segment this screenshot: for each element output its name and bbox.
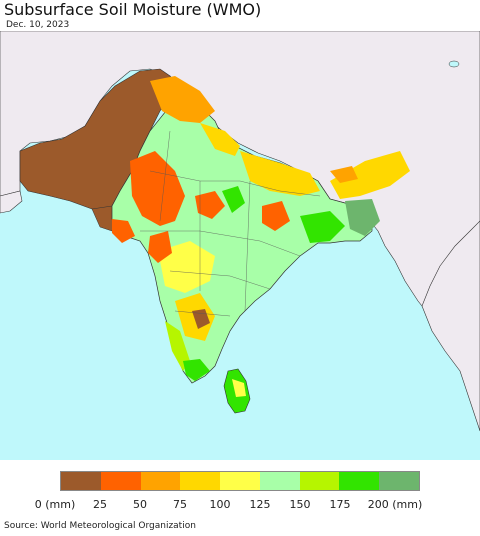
patch-green-central xyxy=(222,186,245,213)
legend-swatch-2 xyxy=(140,472,181,490)
patch-green-northeast xyxy=(300,211,345,243)
legend-label-6: 150 xyxy=(289,498,311,511)
legend-labels: 0 (mm) 25 50 75 100 125 150 175 200 (mm) xyxy=(0,498,480,512)
patch-green-southwest xyxy=(165,321,190,371)
patch-orange-central xyxy=(195,191,225,219)
legend-label-4: 100 xyxy=(209,498,231,511)
map-date: Dec. 10, 2023 xyxy=(6,20,70,30)
map-frame xyxy=(0,31,480,460)
legend-swatch-4 xyxy=(220,472,260,490)
legend-label-2: 50 xyxy=(133,498,147,511)
legend-swatch-8 xyxy=(379,472,420,490)
patch-yellow-gangetic xyxy=(240,151,320,196)
legend-label-0: 0 (mm) xyxy=(34,498,76,511)
legend-swatch-0 xyxy=(61,472,101,490)
lake xyxy=(448,60,460,68)
legend-label-3: 75 xyxy=(173,498,187,511)
patch-yellow-northeast xyxy=(330,151,410,199)
patch-green-tip xyxy=(183,359,210,381)
legend-bar xyxy=(60,471,420,491)
source-credit: Source: World Meteorological Organizatio… xyxy=(4,521,196,531)
patch-orange-east xyxy=(262,201,290,231)
legend-swatch-1 xyxy=(100,472,141,490)
patch-yellow-deccan xyxy=(158,241,215,293)
map-svg xyxy=(0,31,480,460)
patch-olive-bangladesh xyxy=(345,199,380,236)
legend-swatch-3 xyxy=(180,472,221,490)
patch-yellow-north xyxy=(200,123,240,156)
patch-orange-north xyxy=(150,76,215,123)
legend-label-8: 200 (mm) xyxy=(367,498,423,511)
patch-orange-west xyxy=(130,151,185,226)
legend-label-7: 175 xyxy=(329,498,351,511)
legend-swatch-5 xyxy=(259,472,300,490)
outside-land-west xyxy=(0,190,23,214)
internal-borders xyxy=(140,130,321,317)
legend-swatch-6 xyxy=(299,472,340,490)
patch-orange-deccan xyxy=(148,231,172,263)
patch-yellow-lanka xyxy=(232,379,246,397)
map-title: Subsurface Soil Moisture (WMO) xyxy=(4,0,262,19)
legend-label-1: 25 xyxy=(93,498,107,511)
outside-land-east xyxy=(421,220,480,432)
patch-orange-gujarat xyxy=(112,219,135,243)
patch-brown-south xyxy=(192,309,210,329)
patch-orange-bhutan xyxy=(330,166,358,183)
legend-swatch-7 xyxy=(339,472,380,490)
legend-label-5: 125 xyxy=(249,498,271,511)
